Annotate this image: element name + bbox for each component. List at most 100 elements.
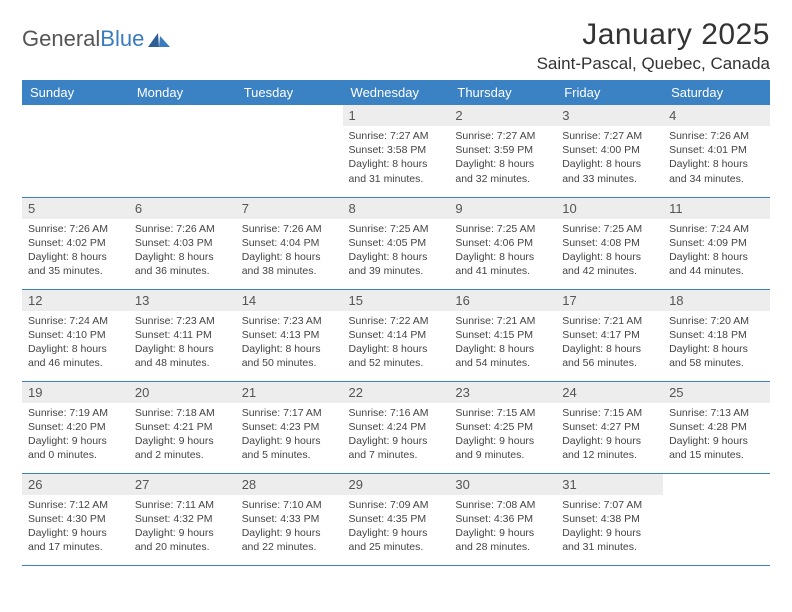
day-details: Sunrise: 7:26 AMSunset: 4:01 PMDaylight:… [663, 126, 770, 192]
sunrise-line: Sunrise: 7:07 AM [562, 499, 642, 511]
day-details: Sunrise: 7:26 AMSunset: 4:02 PMDaylight:… [22, 219, 129, 285]
sunset-line: Sunset: 4:14 PM [349, 329, 427, 341]
daylight-line: Daylight: 8 hours and 48 minutes. [135, 343, 214, 369]
calendar-day-cell: 23Sunrise: 7:15 AMSunset: 4:25 PMDayligh… [449, 381, 556, 473]
day-details: Sunrise: 7:21 AMSunset: 4:15 PMDaylight:… [449, 311, 556, 377]
day-number: 2 [449, 105, 556, 126]
day-number: 22 [343, 382, 450, 403]
calendar-day-cell: 17Sunrise: 7:21 AMSunset: 4:17 PMDayligh… [556, 289, 663, 381]
calendar-day-cell: 1Sunrise: 7:27 AMSunset: 3:58 PMDaylight… [343, 105, 450, 197]
calendar-day-cell [129, 105, 236, 197]
sunrise-line: Sunrise: 7:08 AM [455, 499, 535, 511]
day-number: 24 [556, 382, 663, 403]
sunset-line: Sunset: 4:00 PM [562, 144, 640, 156]
day-details: Sunrise: 7:21 AMSunset: 4:17 PMDaylight:… [556, 311, 663, 377]
sunrise-line: Sunrise: 7:15 AM [562, 407, 642, 419]
sunset-line: Sunset: 4:11 PM [135, 329, 212, 341]
calendar-day-cell: 14Sunrise: 7:23 AMSunset: 4:13 PMDayligh… [236, 289, 343, 381]
day-number: 4 [663, 105, 770, 126]
calendar-day-cell [22, 105, 129, 197]
daylight-line: Daylight: 8 hours and 32 minutes. [455, 158, 534, 184]
calendar-day-cell: 9Sunrise: 7:25 AMSunset: 4:06 PMDaylight… [449, 197, 556, 289]
calendar-day-cell: 30Sunrise: 7:08 AMSunset: 4:36 PMDayligh… [449, 473, 556, 565]
sunrise-line: Sunrise: 7:21 AM [455, 315, 535, 327]
day-details: Sunrise: 7:24 AMSunset: 4:09 PMDaylight:… [663, 219, 770, 285]
day-details: Sunrise: 7:22 AMSunset: 4:14 PMDaylight:… [343, 311, 450, 377]
day-number: 29 [343, 474, 450, 495]
daylight-line: Daylight: 9 hours and 2 minutes. [135, 435, 214, 461]
sunset-line: Sunset: 4:08 PM [562, 237, 640, 249]
sunrise-line: Sunrise: 7:09 AM [349, 499, 429, 511]
calendar-day-cell: 5Sunrise: 7:26 AMSunset: 4:02 PMDaylight… [22, 197, 129, 289]
day-details: Sunrise: 7:24 AMSunset: 4:10 PMDaylight:… [22, 311, 129, 377]
daylight-line: Daylight: 8 hours and 50 minutes. [242, 343, 321, 369]
sunset-line: Sunset: 4:25 PM [455, 421, 533, 433]
day-number: 25 [663, 382, 770, 403]
daylight-line: Daylight: 8 hours and 39 minutes. [349, 251, 428, 277]
col-friday: Friday [556, 80, 663, 105]
day-details: Sunrise: 7:15 AMSunset: 4:25 PMDaylight:… [449, 403, 556, 469]
day-details: Sunrise: 7:27 AMSunset: 3:59 PMDaylight:… [449, 126, 556, 192]
calendar-week-row: 12Sunrise: 7:24 AMSunset: 4:10 PMDayligh… [22, 289, 770, 381]
sunset-line: Sunset: 4:32 PM [135, 513, 213, 525]
day-number: 11 [663, 198, 770, 219]
col-tuesday: Tuesday [236, 80, 343, 105]
day-details: Sunrise: 7:25 AMSunset: 4:05 PMDaylight:… [343, 219, 450, 285]
day-details: Sunrise: 7:27 AMSunset: 4:00 PMDaylight:… [556, 126, 663, 192]
daylight-line: Daylight: 8 hours and 58 minutes. [669, 343, 748, 369]
title-block: January 2025 Saint-Pascal, Quebec, Canad… [537, 18, 770, 74]
sunset-line: Sunset: 4:01 PM [669, 144, 747, 156]
brand-name-a: General [22, 26, 100, 51]
day-details: Sunrise: 7:10 AMSunset: 4:33 PMDaylight:… [236, 495, 343, 561]
calendar-day-cell: 6Sunrise: 7:26 AMSunset: 4:03 PMDaylight… [129, 197, 236, 289]
calendar-day-cell [236, 105, 343, 197]
day-number: 5 [22, 198, 129, 219]
sunset-line: Sunset: 4:09 PM [669, 237, 747, 249]
day-number: 21 [236, 382, 343, 403]
calendar-table: Sunday Monday Tuesday Wednesday Thursday… [22, 80, 770, 566]
day-number: 16 [449, 290, 556, 311]
calendar-day-cell: 13Sunrise: 7:23 AMSunset: 4:11 PMDayligh… [129, 289, 236, 381]
daylight-line: Daylight: 8 hours and 42 minutes. [562, 251, 641, 277]
sunrise-line: Sunrise: 7:20 AM [669, 315, 749, 327]
calendar-day-cell: 26Sunrise: 7:12 AMSunset: 4:30 PMDayligh… [22, 473, 129, 565]
sunset-line: Sunset: 4:10 PM [28, 329, 106, 341]
day-number: 12 [22, 290, 129, 311]
sunset-line: Sunset: 4:13 PM [242, 329, 320, 341]
sunset-line: Sunset: 4:04 PM [242, 237, 320, 249]
sunrise-line: Sunrise: 7:10 AM [242, 499, 322, 511]
col-monday: Monday [129, 80, 236, 105]
location: Saint-Pascal, Quebec, Canada [537, 54, 770, 74]
day-number: 31 [556, 474, 663, 495]
day-details: Sunrise: 7:26 AMSunset: 4:03 PMDaylight:… [129, 219, 236, 285]
daylight-line: Daylight: 8 hours and 46 minutes. [28, 343, 107, 369]
sunrise-line: Sunrise: 7:26 AM [28, 223, 108, 235]
sunrise-line: Sunrise: 7:21 AM [562, 315, 642, 327]
day-number: 14 [236, 290, 343, 311]
daylight-line: Daylight: 8 hours and 41 minutes. [455, 251, 534, 277]
day-number: 1 [343, 105, 450, 126]
day-number: 20 [129, 382, 236, 403]
sunrise-line: Sunrise: 7:24 AM [669, 223, 749, 235]
day-details: Sunrise: 7:08 AMSunset: 4:36 PMDaylight:… [449, 495, 556, 561]
day-number: 6 [129, 198, 236, 219]
sunset-line: Sunset: 4:02 PM [28, 237, 106, 249]
sunset-line: Sunset: 4:05 PM [349, 237, 427, 249]
brand-name: GeneralBlue [22, 26, 144, 52]
day-number: 15 [343, 290, 450, 311]
day-details: Sunrise: 7:23 AMSunset: 4:11 PMDaylight:… [129, 311, 236, 377]
sunrise-line: Sunrise: 7:15 AM [455, 407, 535, 419]
calendar-day-cell: 11Sunrise: 7:24 AMSunset: 4:09 PMDayligh… [663, 197, 770, 289]
day-details: Sunrise: 7:17 AMSunset: 4:23 PMDaylight:… [236, 403, 343, 469]
day-details: Sunrise: 7:13 AMSunset: 4:28 PMDaylight:… [663, 403, 770, 469]
sunrise-line: Sunrise: 7:17 AM [242, 407, 322, 419]
calendar-week-row: 19Sunrise: 7:19 AMSunset: 4:20 PMDayligh… [22, 381, 770, 473]
sunrise-line: Sunrise: 7:18 AM [135, 407, 215, 419]
daylight-line: Daylight: 9 hours and 31 minutes. [562, 527, 641, 553]
daylight-line: Daylight: 9 hours and 12 minutes. [562, 435, 641, 461]
day-details: Sunrise: 7:12 AMSunset: 4:30 PMDaylight:… [22, 495, 129, 561]
col-sunday: Sunday [22, 80, 129, 105]
daylight-line: Daylight: 9 hours and 17 minutes. [28, 527, 107, 553]
sunset-line: Sunset: 4:15 PM [455, 329, 533, 341]
sunset-line: Sunset: 4:35 PM [349, 513, 427, 525]
